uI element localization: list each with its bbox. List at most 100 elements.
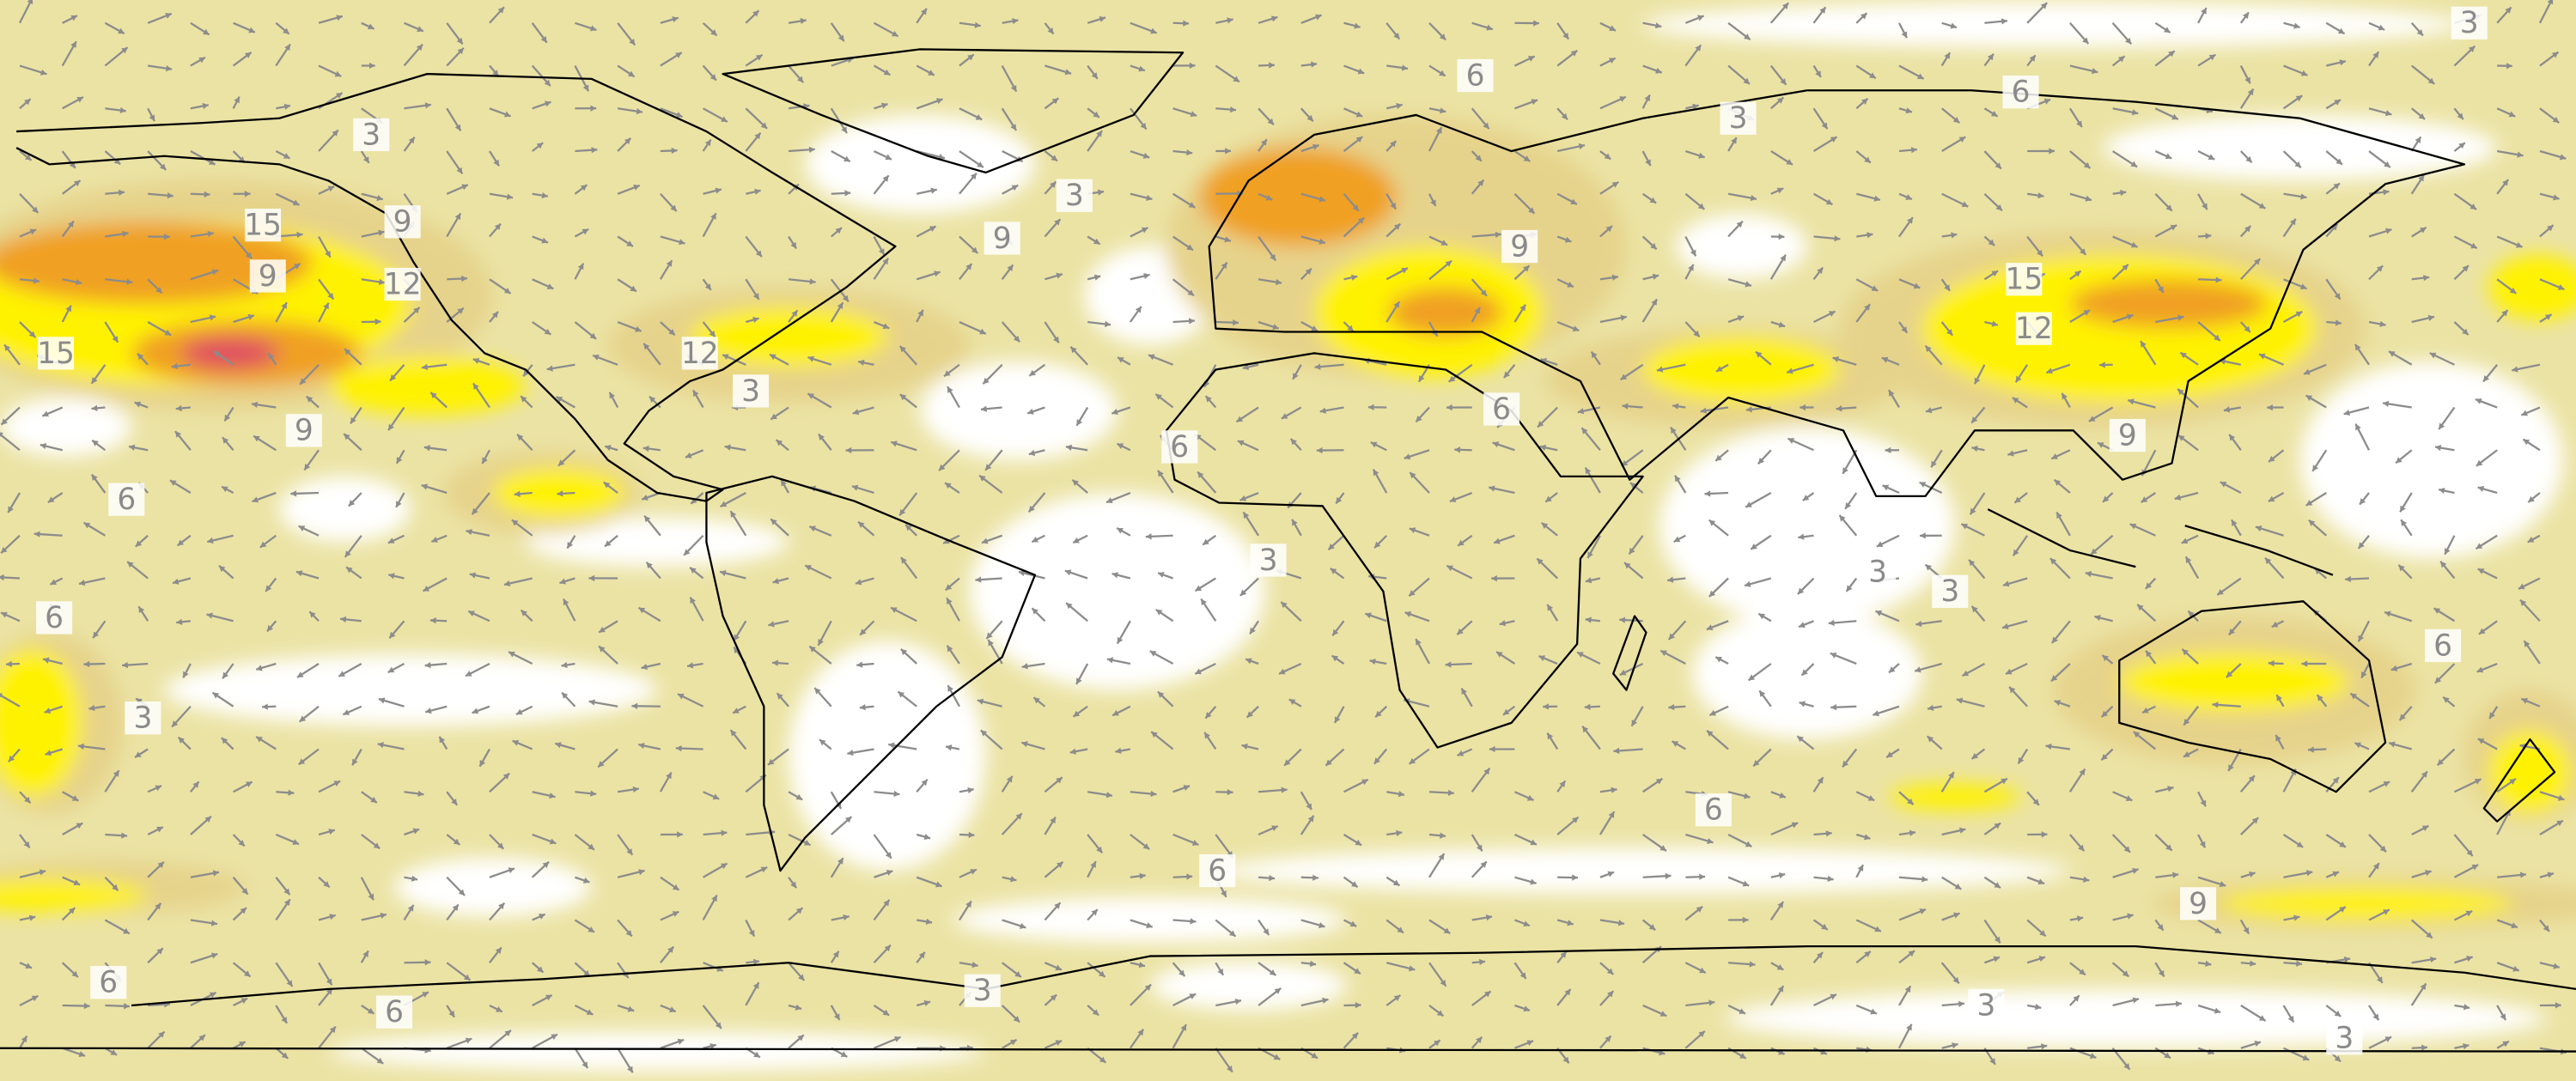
wind-arrow-head [837,858,843,865]
wind-arrow-head [2253,258,2261,265]
wind-arrow-head [860,629,867,635]
wind-arrow-head [1269,874,1276,882]
wind-arrow-head [1328,544,1335,550]
wind-arrow-head [1180,1024,1187,1031]
wind-arrow-head [2101,710,2109,718]
contour-label-box [2425,629,2462,663]
wind-arrow-head [1562,33,1569,39]
wind-arrow-head [1290,438,1297,446]
wind-arrow-head [2547,871,2554,878]
wind-arrow-head [65,305,71,313]
wind-arrow-head [1093,111,1099,118]
wind-arrow-head [644,515,651,523]
wind-arrow-head [2439,487,2445,495]
wind-arrow-head [1204,732,1211,739]
wind-arrow-head [2334,293,2341,300]
wind-arrow-head [1091,909,1098,916]
wind-arrow-head [1874,926,1881,932]
wind-arrow-head [1483,991,1491,998]
wind-arrow-head [2457,112,2463,119]
wind-arrow-head [512,739,520,746]
wind-arrow-head [2180,352,2187,359]
wind-arrow-head [2287,1015,2294,1023]
wind-arrow-head [666,772,672,780]
wind-arrow-head [2468,46,2476,52]
wind-arrow-head [451,799,458,805]
wind-arrow-head [2214,334,2220,341]
wind-arrow-head [2091,548,2098,555]
wind-arrow-head [27,0,33,5]
wind-arrow-head [819,739,826,746]
wind-arrow-head [549,838,557,845]
wind-arrow-head [1483,768,1490,775]
wind-arrow-head [1461,688,1468,695]
wind-arrow-head [1367,404,1374,411]
wind-arrow-head [1314,363,1321,370]
wind-arrow-head [2296,841,2304,847]
wind-arrow-head [2462,328,2469,336]
wind-arrow-head [975,576,982,583]
wind-arrow-head [1541,522,1549,529]
wind-arrow-head [1311,1052,1318,1059]
wind-arrow-head [882,175,889,182]
wind-arrow-head [1090,861,1096,868]
wind-arrow-head [2471,865,2479,871]
wind-arrow-head [1050,817,1056,824]
wind-arrow-head [2141,496,2148,503]
wind-arrow-head [2172,871,2179,878]
wind-arrow-head [605,445,612,452]
wind-arrow-head [818,639,824,646]
wind-arrow-head [1096,131,1102,137]
wind-arrow-head [2335,158,2342,165]
wind-arrow-head [388,573,395,580]
wind-arrow-head [1028,505,1035,513]
wind-arrow-head [2174,494,2182,501]
wind-arrow-head [1861,98,1868,105]
wind-arrow-head [1948,772,1954,779]
wind-arrow-head [641,663,648,671]
wind-arrow-head [2199,841,2206,848]
wind-arrow-head [1901,31,1908,39]
wind-arrow-head [1111,409,1118,416]
wind-arrow-head [42,410,49,417]
wind-arrow-head [716,965,723,972]
wind-arrow-head [1994,882,2001,889]
wind-arrow-head [776,440,783,446]
wind-arrow-head [1021,663,1028,670]
wind-arrow-head [1409,757,1416,764]
wind-arrow-head [1093,274,1101,281]
wind-arrow-head [882,258,889,265]
wind-arrow-head [2379,845,2386,853]
wind-arrow-head [1447,789,1454,797]
wind-arrow-head [1528,207,1535,214]
wind-arrow-head [2094,615,2101,622]
wind-arrow-head [2164,27,2171,33]
wind-arrow-head [1137,1029,1144,1036]
wind-arrow-head [1057,861,1063,868]
wind-arrow-head [668,329,675,336]
wind-arrow-head [1189,993,1197,999]
wind-arrow-head [967,786,974,794]
wind-arrow-head [1692,103,1699,110]
wind-arrow-head [967,54,974,61]
wind-arrow-head [1776,964,1784,970]
wind-arrow-head [134,401,142,408]
wind-arrow-head [2243,12,2249,20]
wind-arrow-head [968,831,975,839]
wind-arrow-head [1867,232,1873,239]
wind-arrow-head [675,52,682,58]
wind-arrow-head [1354,22,1361,29]
wind-arrow-head [1076,419,1083,426]
wind-arrow-head [457,47,464,55]
wind-arrow-head [1834,235,1841,242]
wind-arrow-head [1350,881,1358,888]
wind-arrow-head [672,911,679,917]
wind-arrow-head [31,995,39,1002]
wind-arrow-head [899,508,906,516]
wind-arrow-head [1227,17,1233,24]
wind-arrow-head [1830,652,1837,659]
wind-arrow-head [2335,319,2342,326]
wind-arrow-head [292,839,299,845]
wind-arrow-head [212,870,220,877]
wind-arrow-head [2035,1004,2042,1011]
